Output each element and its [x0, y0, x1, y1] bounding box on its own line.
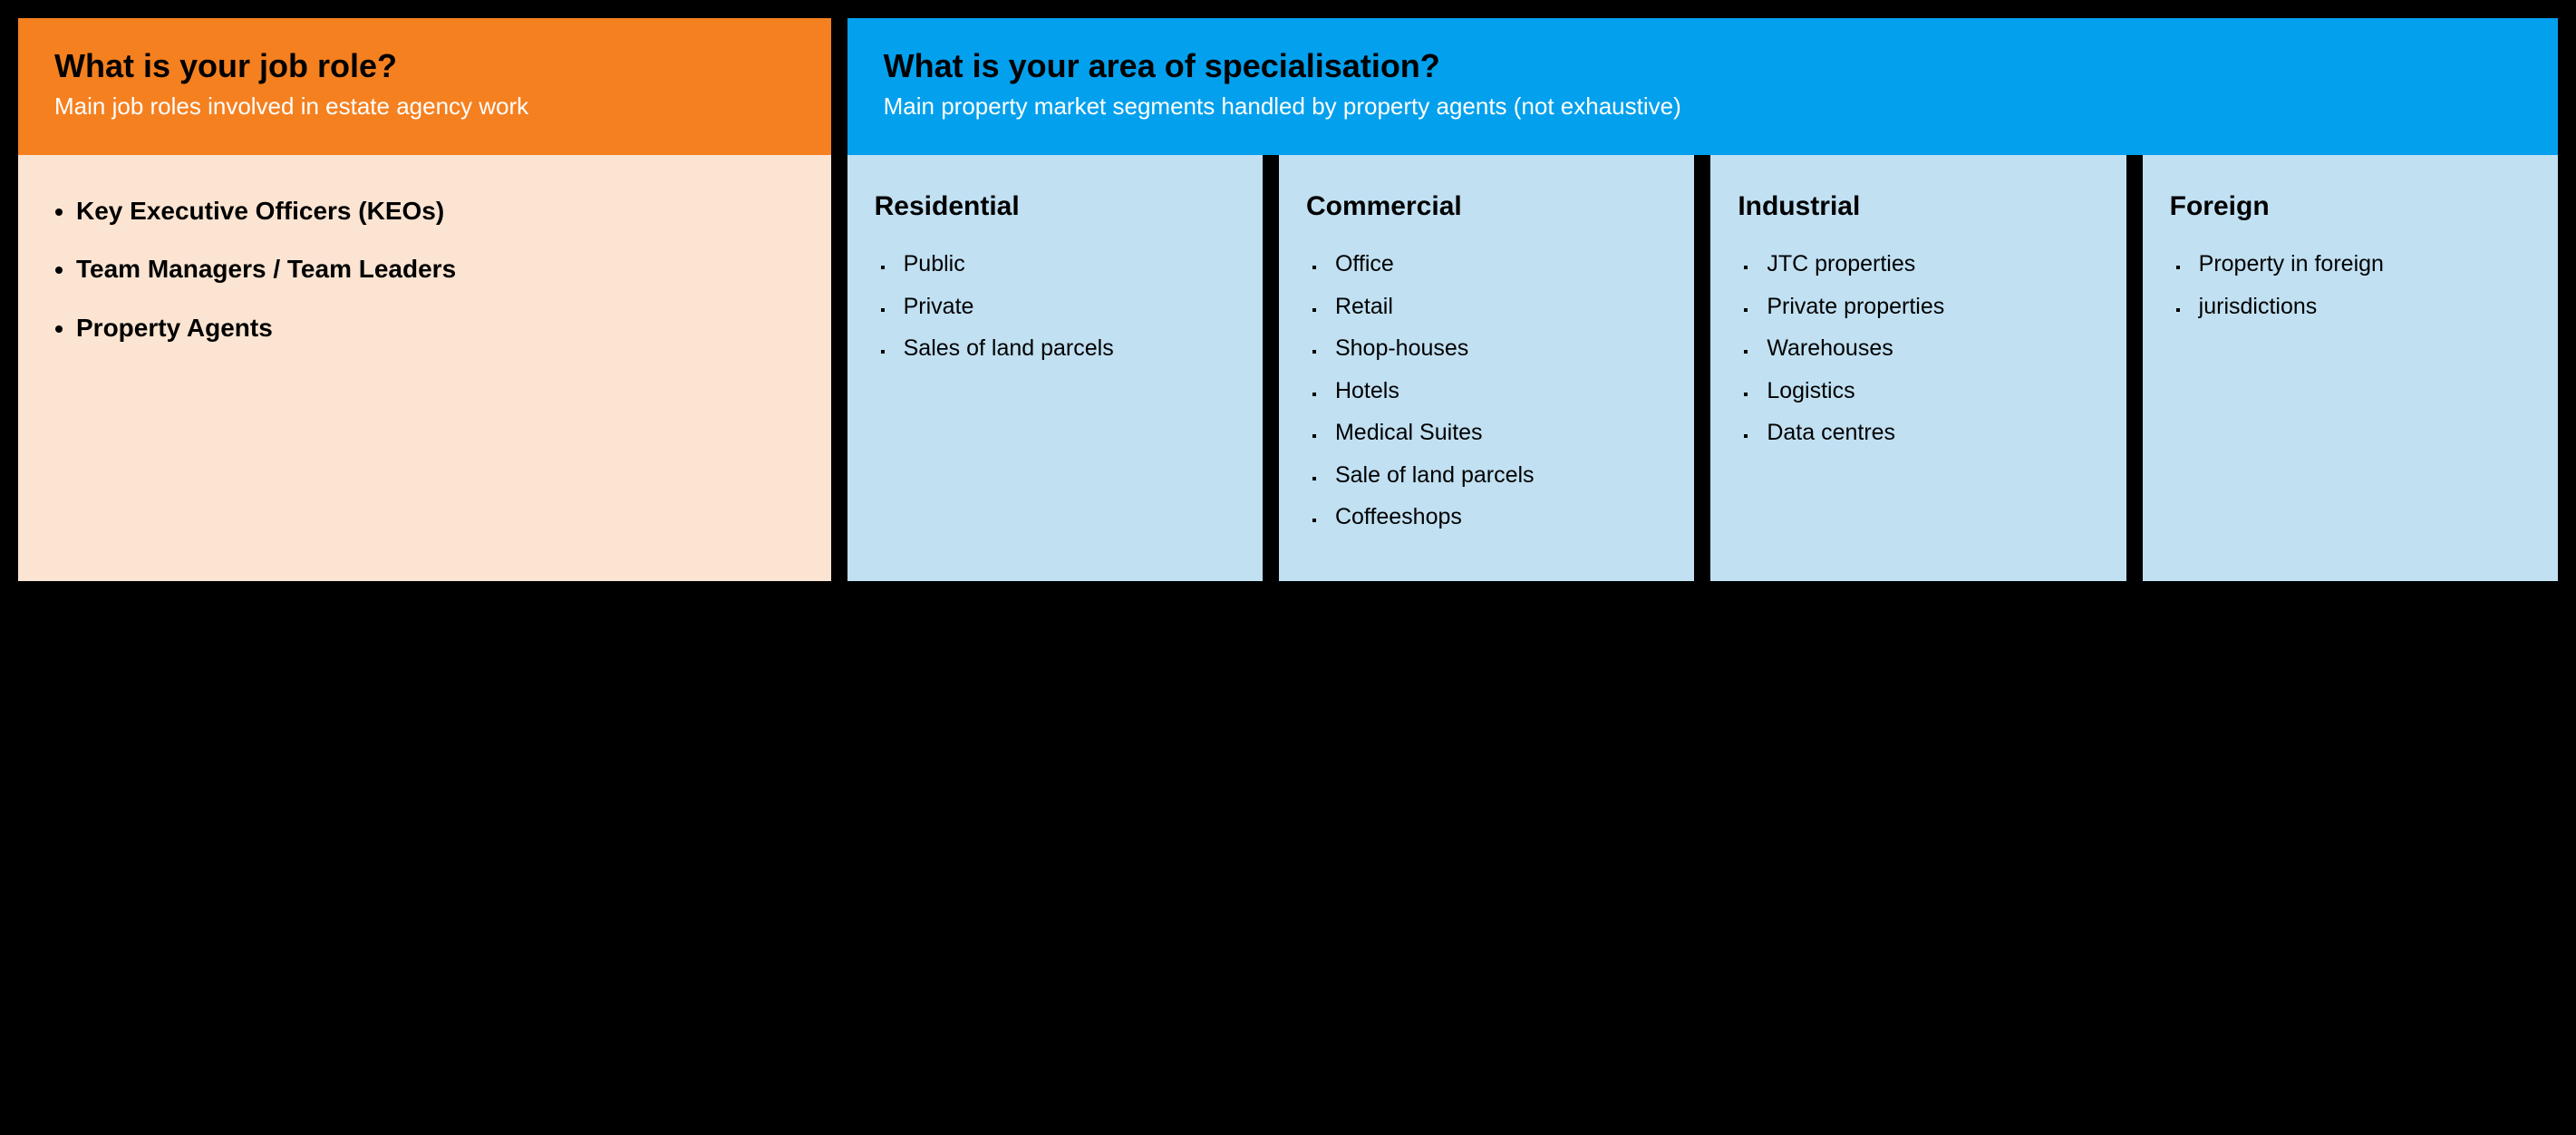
segment-item: Medical Suites: [1326, 418, 1667, 448]
specialisation-header: What is your area of specialisation? Mai…: [847, 18, 2558, 155]
segment-item: Data centres: [1758, 418, 2098, 448]
job-role-body: Key Executive Officers (KEOs) Team Manage…: [18, 155, 831, 581]
segment-item: Private: [895, 292, 1235, 322]
segment-item: JTC properties: [1758, 249, 2098, 279]
segment-item: Public: [895, 249, 1235, 279]
segment-item: Private properties: [1758, 292, 2098, 322]
segments-row: Residential Public Private Sales of land pa…: [847, 155, 2558, 581]
segment-item: Coffeeshops: [1326, 502, 1667, 532]
segment-box: Residential Public Private Sales of land pa…: [847, 155, 1263, 581]
segment-item: jurisdictions: [2190, 292, 2531, 322]
segment-item: Shop-houses: [1326, 334, 1667, 364]
job-role-list: Key Executive Officers (KEOs) Team Manage…: [51, 195, 799, 344]
segment-item: Logistics: [1758, 376, 2098, 406]
segment-list: Property in foreign jurisdictions: [2170, 249, 2531, 321]
job-role-column: What is your job role? Main job roles in…: [18, 18, 831, 581]
diagram-container: What is your job role? Main job roles in…: [18, 18, 2558, 581]
job-role-header: What is your job role? Main job roles in…: [18, 18, 831, 155]
segment-list: JTC properties Private properties Warehous…: [1738, 249, 2098, 448]
segment-item: Sale of land parcels: [1326, 461, 1667, 490]
specialisation-title: What is your area of specialisation?: [884, 47, 2522, 85]
job-role-item: Key Executive Officers (KEOs): [76, 195, 799, 228]
segment-item: Property in foreign: [2190, 249, 2531, 279]
segment-title: Residential: [875, 191, 1235, 222]
segment-box: Commercial Office Retail Shop-houses Hotels M…: [1279, 155, 1694, 581]
segment-title: Foreign: [2170, 191, 2531, 222]
segment-title: Industrial: [1738, 191, 2098, 222]
segment-box: Industrial JTC properties Private properti…: [1710, 155, 2126, 581]
job-role-subtitle: Main job roles involved in estate agency…: [54, 91, 795, 122]
job-role-item: Team Managers / Team Leaders: [76, 253, 799, 286]
segment-item: Warehouses: [1758, 334, 2098, 364]
segment-list: Office Retail Shop-houses Hotels Medical Sui…: [1306, 249, 1667, 532]
specialisation-column: What is your area of specialisation? Mai…: [847, 18, 2558, 581]
segment-title: Commercial: [1306, 191, 1667, 222]
segment-item: Retail: [1326, 292, 1667, 322]
segment-item: Office: [1326, 249, 1667, 279]
segment-list: Public Private Sales of land parcels: [875, 249, 1235, 364]
job-role-title: What is your job role?: [54, 47, 795, 85]
segment-item: Hotels: [1326, 376, 1667, 406]
segment-box: Foreign Property in foreign jurisdictions: [2143, 155, 2558, 581]
specialisation-subtitle: Main property market segments handled by…: [884, 91, 2522, 122]
job-role-item: Property Agents: [76, 312, 799, 344]
segment-item: Sales of land parcels: [895, 334, 1235, 364]
